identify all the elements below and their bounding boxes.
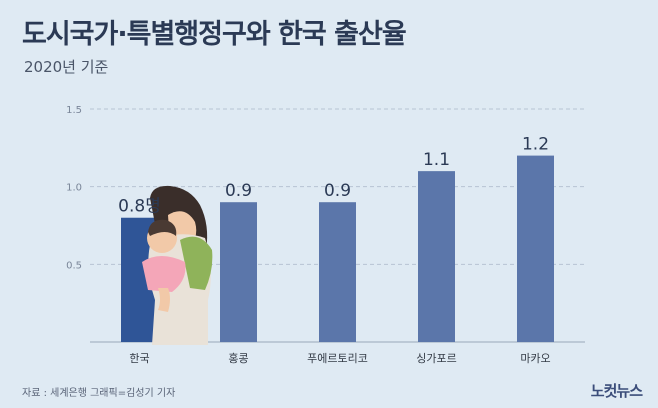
bar-1	[220, 202, 257, 342]
y-tick-label: 0.5	[66, 260, 82, 271]
chart-subtitle: 2020년 기준	[24, 58, 109, 76]
category-label: 마카오	[520, 352, 550, 365]
category-label: 싱가포르	[416, 352, 456, 365]
mother-baby-illustration	[142, 185, 213, 345]
bar-3	[418, 171, 455, 342]
chart-title: 도시국가·특별행정구와 한국 출산율	[22, 19, 407, 50]
value-label: 1.1	[423, 150, 450, 170]
value-label: 0.8명	[118, 197, 161, 217]
category-label: 푸에르토리코	[307, 352, 368, 365]
bar-4	[517, 155, 554, 342]
category-label: 한국	[129, 352, 149, 365]
y-tick-label: 1.5	[66, 105, 82, 116]
category-label: 홍콩	[228, 351, 248, 365]
publisher-logo: 노컷뉴스	[590, 382, 643, 400]
value-label: 0.9	[324, 181, 351, 201]
source-note: 자료 : 세계은행 그래픽=김성기 기자	[22, 388, 176, 399]
value-label: 0.9	[225, 181, 252, 201]
bar-2	[319, 202, 356, 342]
value-label: 1.2	[522, 135, 549, 155]
y-tick-label: 1.0	[66, 183, 82, 194]
